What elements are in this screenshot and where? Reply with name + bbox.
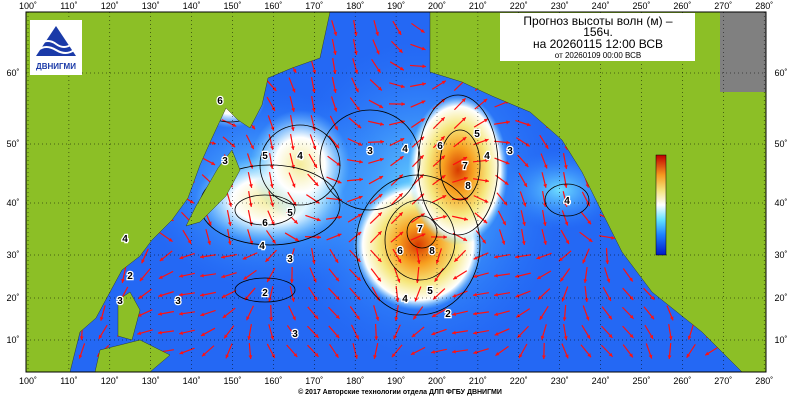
- lat-label-right: 60˚: [774, 68, 787, 78]
- ice: [720, 12, 766, 92]
- lon-label-top: 130˚: [142, 1, 160, 11]
- contour-label: 5: [287, 208, 293, 219]
- contour-label: 7: [417, 224, 423, 235]
- contour-label: 4: [402, 294, 408, 305]
- logo: ДВНИГМИ: [30, 20, 82, 75]
- footer: © 2017 Авторские технологии отдела ДЛП Ф…: [298, 388, 502, 396]
- lon-label-bottom: 230˚: [551, 376, 569, 386]
- lon-label-top: 220˚: [510, 1, 528, 11]
- colorbar: [656, 155, 666, 255]
- lon-label-bottom: 250˚: [632, 376, 650, 386]
- contour-label: 4: [564, 196, 570, 207]
- contour-label: 5: [262, 151, 268, 162]
- lon-label-top: 270˚: [714, 1, 732, 11]
- contour-label: 4: [122, 234, 128, 245]
- contour-label: 4: [484, 151, 490, 162]
- contour-label: 5: [474, 129, 480, 140]
- lon-label-top: 140˚: [183, 1, 201, 11]
- lon-label-bottom: 270˚: [714, 376, 732, 386]
- lon-label-top: 260˚: [673, 1, 691, 11]
- lon-label-bottom: 140˚: [183, 376, 201, 386]
- lon-label-bottom: 100˚: [19, 376, 37, 386]
- lon-label-top: 100˚: [19, 1, 37, 11]
- contour-label: 2: [127, 271, 133, 282]
- contour-label: 7: [462, 161, 468, 172]
- lon-label-top: 250˚: [632, 1, 650, 11]
- lat-label-left: 20˚: [6, 293, 19, 303]
- logo-text: ДВНИГМИ: [36, 62, 76, 71]
- contour-label: 3: [117, 296, 123, 307]
- lon-label-bottom: 200˚: [428, 376, 446, 386]
- lat-label-left: 30˚: [6, 250, 19, 260]
- contour-label: 4: [297, 151, 303, 162]
- contour-label: 3: [292, 329, 298, 340]
- lon-label-bottom: 190˚: [387, 376, 405, 386]
- contour-label: 6: [397, 246, 403, 257]
- contour-label: 8: [465, 181, 471, 192]
- lat-label-right: 50˚: [774, 139, 787, 149]
- lon-label-bottom: 110˚: [60, 376, 77, 386]
- lon-label-top: 120˚: [101, 1, 119, 11]
- lat-label-left: 60˚: [6, 68, 19, 78]
- lon-label-top: 180˚: [346, 1, 364, 11]
- lon-label-bottom: 120˚: [101, 376, 119, 386]
- contour-label: 3: [367, 146, 373, 157]
- lon-label-top: 110˚: [60, 1, 77, 11]
- lon-label-bottom: 130˚: [142, 376, 160, 386]
- contour-label: 3: [222, 156, 228, 167]
- valid-time: на 20260115 12:00 ВСВ: [533, 37, 663, 51]
- lon-label-bottom: 180˚: [346, 376, 364, 386]
- contour-label: 2: [445, 309, 451, 320]
- lat-label-right: 40˚: [774, 198, 787, 208]
- contour-label: 3: [287, 254, 293, 265]
- contour-label: 8: [429, 246, 435, 257]
- lon-label-top: 240˚: [592, 1, 610, 11]
- contour-label: 4: [259, 241, 265, 252]
- colorbar-scale: [656, 155, 666, 255]
- lat-label-left: 40˚: [6, 198, 19, 208]
- lon-label-top: 190˚: [387, 1, 405, 11]
- lat-label-left: 50˚: [6, 139, 19, 149]
- lon-label-top: 200˚: [428, 1, 446, 11]
- lon-label-top: 280˚: [755, 1, 773, 11]
- contour-label: 3: [507, 146, 513, 157]
- lon-label-bottom: 160˚: [264, 376, 282, 386]
- lon-label-top: 160˚: [264, 1, 282, 11]
- lon-label-top: 150˚: [223, 1, 241, 11]
- contour-label: 4: [402, 144, 408, 155]
- lon-label-bottom: 280˚: [755, 376, 773, 386]
- contour-label: 6: [262, 218, 268, 229]
- lat-label-right: 10˚: [774, 335, 787, 345]
- lon-label-bottom: 170˚: [305, 376, 323, 386]
- lat-label-left: 10˚: [6, 335, 19, 345]
- contour-label: 6: [437, 141, 443, 152]
- contour-label: 6: [217, 96, 223, 107]
- lat-label-right: 30˚: [774, 250, 787, 260]
- lon-label-top: 210˚: [469, 1, 487, 11]
- lon-label-top: 230˚: [551, 1, 569, 11]
- contour-label: 5: [427, 286, 433, 297]
- issue-time: от 20260109 00:00 ВСВ: [555, 51, 641, 60]
- lon-label-bottom: 150˚: [223, 376, 241, 386]
- lon-label-bottom: 260˚: [673, 376, 691, 386]
- lon-label-bottom: 220˚: [510, 376, 528, 386]
- lon-label-top: 170˚: [305, 1, 323, 11]
- contour-label: 2: [262, 288, 268, 299]
- header: Прогноз высоты волн (м) – 156ч. на 20260…: [500, 13, 695, 61]
- lat-label-right: 20˚: [774, 293, 787, 303]
- lon-label-bottom: 210˚: [469, 376, 487, 386]
- contour-label: 3: [175, 296, 181, 307]
- lon-label-bottom: 240˚: [592, 376, 610, 386]
